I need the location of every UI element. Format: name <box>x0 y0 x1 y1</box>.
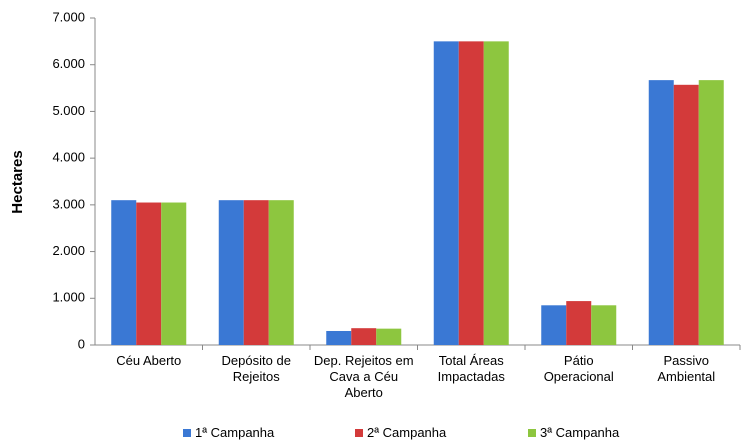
x-tick-label: Passivo Ambiental <box>657 353 716 384</box>
bar <box>483 41 509 345</box>
x-tick-label: Dep. Rejeitos em Cava a Céu Aberto <box>313 353 414 400</box>
bar <box>591 305 617 345</box>
bar <box>161 202 187 345</box>
bar <box>111 200 137 345</box>
bar <box>243 200 269 345</box>
legend-label: 2ª Campanha <box>367 425 447 440</box>
legend-item: 2ª Campanha <box>355 425 446 440</box>
y-tick-label: 7.000 <box>52 9 85 24</box>
y-tick-label: 1.000 <box>52 290 85 305</box>
bar <box>351 328 377 345</box>
bar <box>698 80 724 345</box>
legend-item: 1ª Campanha <box>183 425 274 440</box>
y-tick-label: 4.000 <box>52 150 85 165</box>
y-axis-label: Hectares <box>9 150 26 213</box>
x-tick-label: Céu Aberto <box>116 353 182 368</box>
bar <box>673 84 699 346</box>
legend-label: 1ª Campanha <box>195 425 275 440</box>
legend-swatch <box>183 428 191 437</box>
legend-swatch <box>355 428 363 437</box>
legend-label: 3ª Campanha <box>540 425 620 440</box>
y-tick-label: 0 <box>78 336 85 351</box>
x-tick-label: Total Áreas Impactadas <box>437 353 505 384</box>
y-tick-label: 3.000 <box>52 196 85 211</box>
bar <box>136 202 162 345</box>
bar <box>541 305 567 345</box>
bar <box>268 200 294 345</box>
x-tick-label: Pátio Operacional <box>543 353 614 384</box>
bar <box>458 41 484 345</box>
bar <box>648 80 674 345</box>
bar <box>218 200 244 345</box>
y-tick-label: 2.000 <box>52 243 85 258</box>
bar <box>376 328 402 345</box>
y-tick-label: 5.000 <box>52 103 85 118</box>
x-tick-label: Depósito de Rejeitos <box>221 353 291 384</box>
bar <box>566 301 592 345</box>
bar <box>433 41 459 345</box>
y-tick-label: 6.000 <box>52 56 85 71</box>
bar <box>326 330 352 345</box>
legend-item: 3ª Campanha <box>528 425 619 440</box>
legend-swatch <box>528 428 536 437</box>
